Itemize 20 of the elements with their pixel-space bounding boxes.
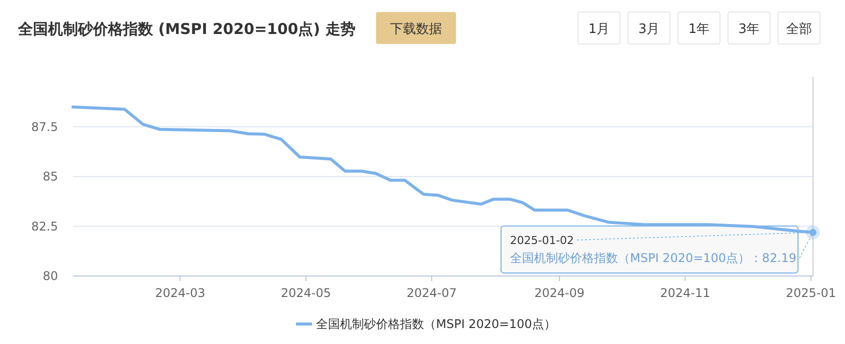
button: 下载数据: [376, 12, 456, 44]
x-tick-label: 2024-03: [155, 286, 206, 300]
chart-title: 全国机制砂价格指数 (MSPI 2020=100点) 走势: [17, 20, 356, 38]
y-tick-label: 85: [42, 170, 58, 184]
button: 3月: [628, 12, 670, 44]
y-tick-label: 80: [42, 269, 58, 283]
y-tick-label: 82.5: [31, 219, 58, 234]
button: 全部: [778, 12, 820, 44]
button: 1月: [578, 12, 620, 44]
y-tick-label: 87.5: [31, 120, 58, 134]
legend-label: 全国机制砂价格指数（MSPI 2020=100点）: [316, 317, 556, 331]
annotation: 2025-01-02: [510, 234, 574, 247]
annotation: 全国机制砂价格指数（MSPI 2020=100点）：82.19: [510, 251, 796, 265]
button: 1年: [678, 12, 720, 44]
x-tick-label: 2024-11: [660, 286, 710, 300]
x-tick-label: 2024-09: [534, 286, 585, 300]
x-tick-label: 2025-01: [786, 286, 836, 300]
button: 3年: [728, 12, 770, 44]
x-tick-label: 2024-05: [280, 286, 331, 300]
x-tick-label: 2024-07: [406, 286, 457, 300]
